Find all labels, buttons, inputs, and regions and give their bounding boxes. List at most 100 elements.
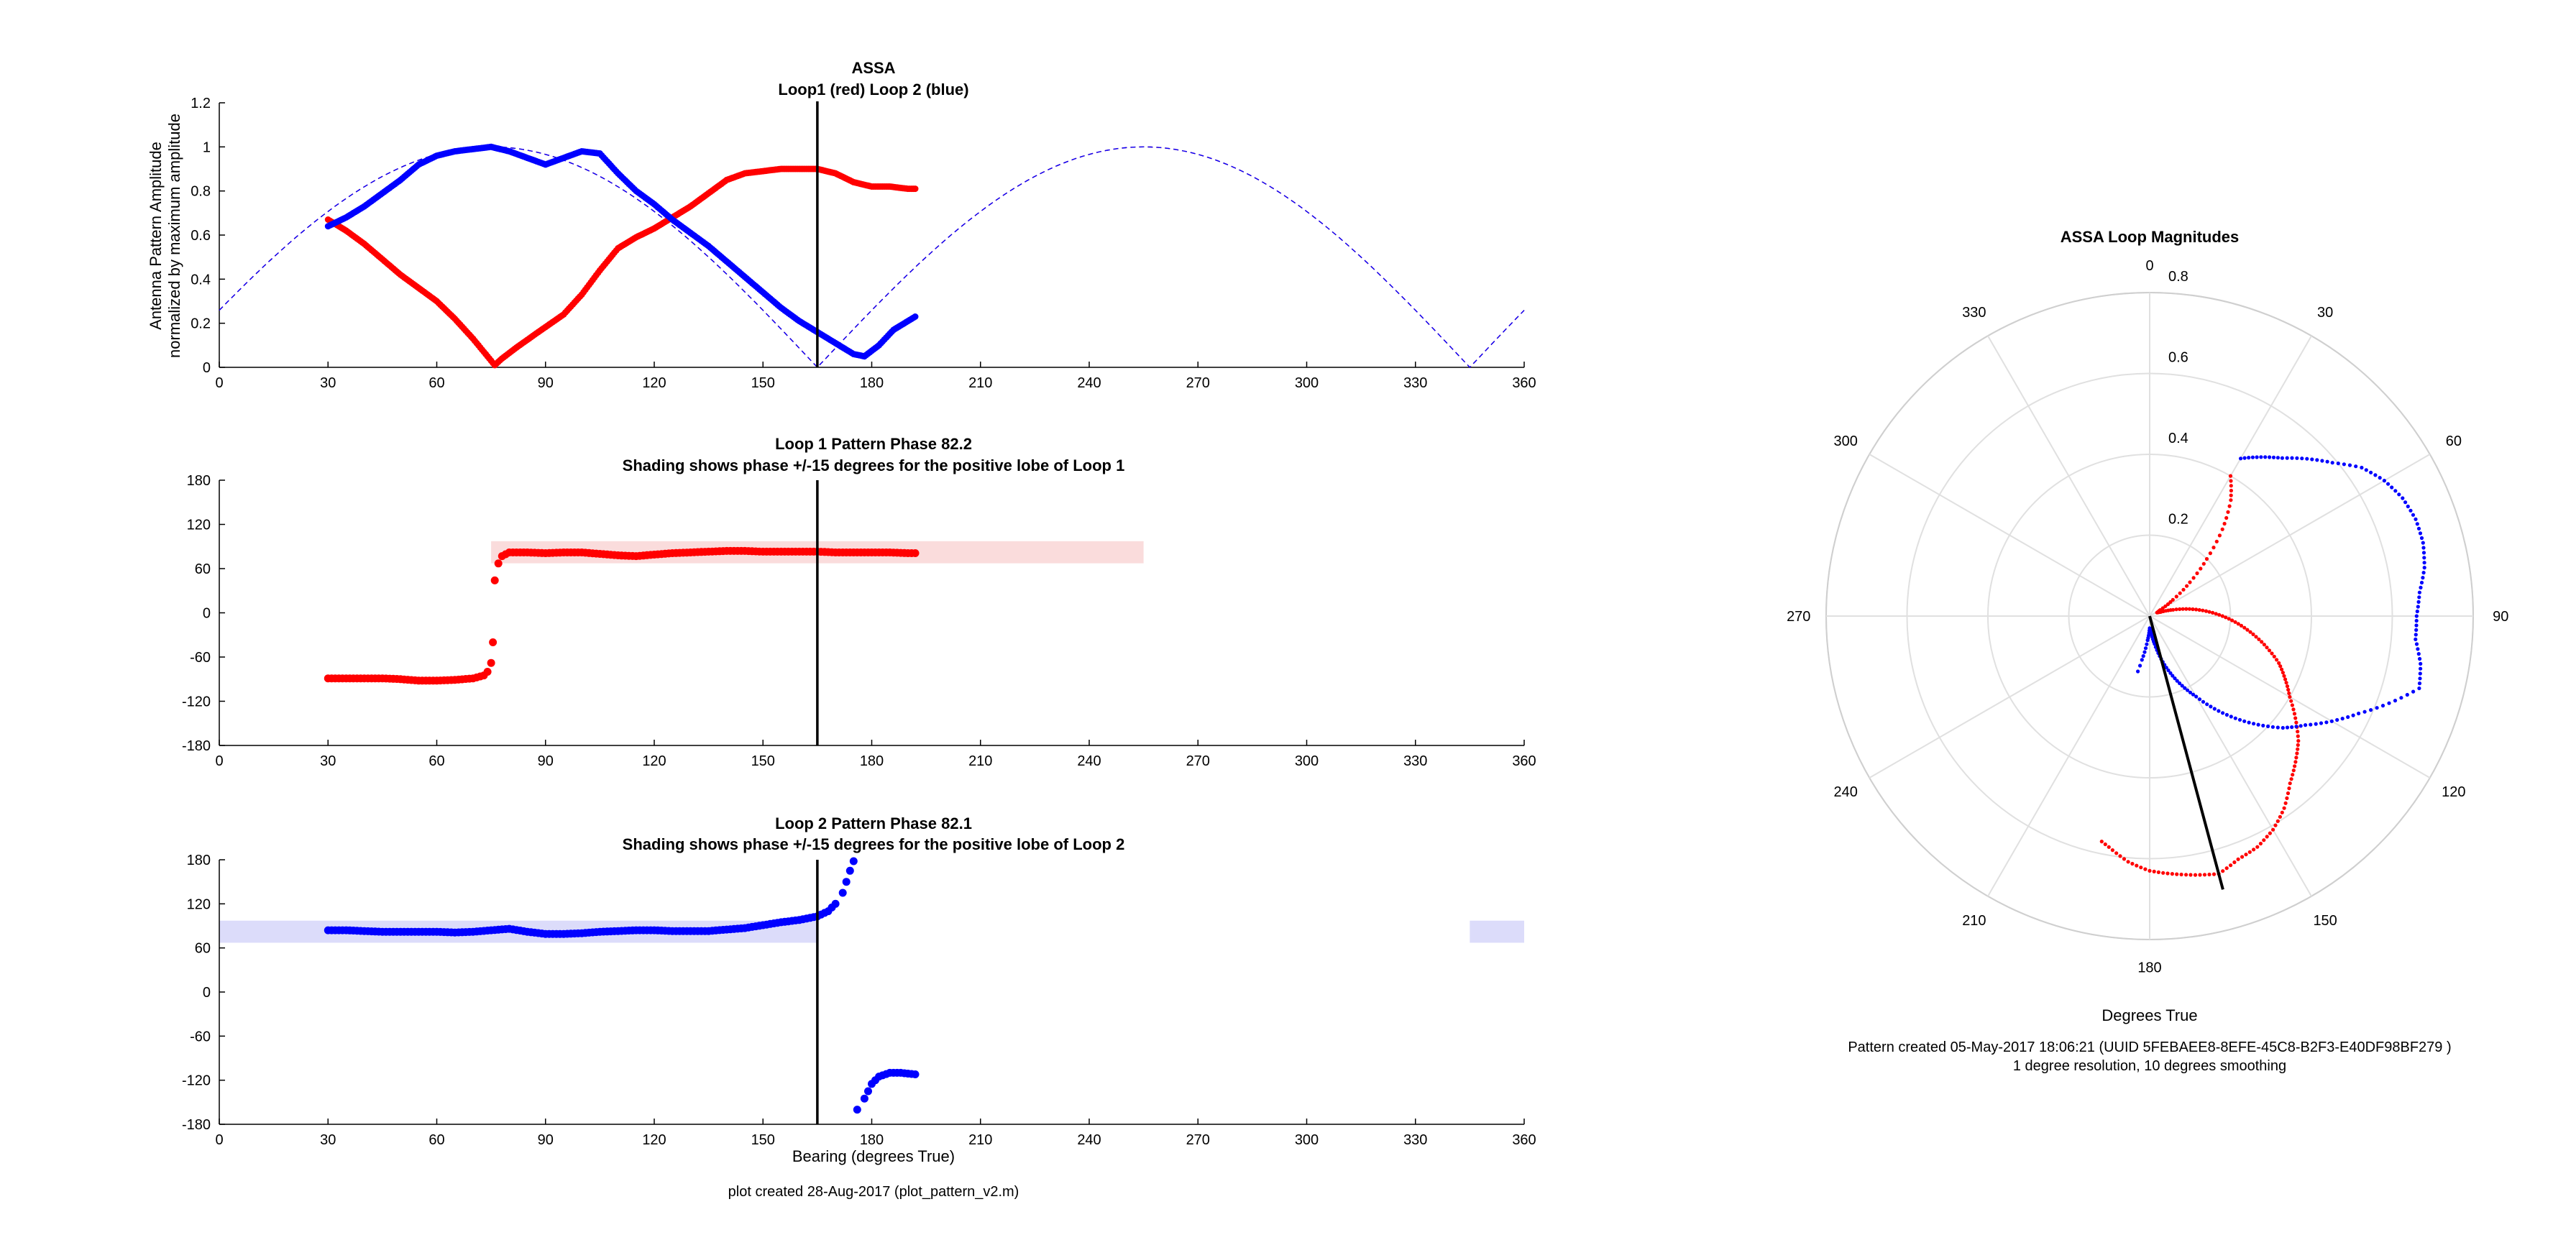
loop2-phase-chart: Loop 2 Pattern Phase 82.1 Shading shows … — [182, 814, 1536, 1165]
polar-data-point — [2378, 476, 2382, 480]
polar-data-point — [2382, 479, 2386, 483]
polar-data-point — [2194, 607, 2199, 612]
polar-data-point — [2265, 835, 2269, 839]
polar-data-point — [2143, 646, 2148, 651]
y-tick-label: 180 — [187, 853, 211, 868]
polar-data-point — [2114, 851, 2119, 855]
polar-data-point — [2204, 609, 2209, 613]
x-tick-label: 120 — [642, 375, 666, 391]
polar-data-point — [2197, 697, 2202, 702]
polar-data-point — [2165, 602, 2171, 607]
polar-data-point — [2288, 781, 2292, 786]
polar-data-point — [2179, 872, 2183, 877]
polar-data-point — [2224, 866, 2229, 871]
polar-data-point — [2296, 739, 2301, 743]
polar-data-point — [2181, 607, 2185, 611]
polar-data-point — [2418, 656, 2422, 661]
x-tick-label: 210 — [968, 1132, 992, 1148]
polar-data-point — [2295, 751, 2299, 756]
polar-angle-label: 60 — [2446, 433, 2462, 449]
polar-data-point — [2174, 594, 2178, 599]
x-tick-label: 330 — [1403, 1132, 1427, 1148]
x-tick-label: 0 — [215, 753, 223, 769]
polar-data-point — [2174, 607, 2178, 612]
polar-data-point — [2171, 607, 2176, 612]
polar-data-point — [2290, 456, 2294, 460]
polar-data-point — [2421, 576, 2425, 580]
polar-data-point — [2247, 456, 2251, 460]
x-tick-label: 270 — [1186, 753, 1210, 769]
y-tick-label: -60 — [190, 1029, 211, 1044]
polar-data-point — [2416, 605, 2420, 609]
polar-data-point — [2354, 464, 2358, 469]
polar-data-point — [2414, 628, 2419, 633]
polar-data-point — [2364, 468, 2368, 472]
polar-data-point — [2217, 709, 2221, 713]
polar-data-point — [2110, 848, 2114, 853]
polar-data-point — [2208, 551, 2212, 556]
polar-title: ASSA Loop Magnitudes — [2061, 228, 2240, 246]
y-tick-label: 180 — [187, 473, 211, 489]
polar-data-point — [2226, 510, 2230, 514]
polar-data-point — [2239, 623, 2244, 628]
polar-data-point — [2202, 873, 2207, 877]
polar-data-point — [2387, 701, 2391, 705]
y-tick-label: 60 — [195, 561, 211, 577]
polar-data-point — [2390, 485, 2394, 490]
y-tick-label: 0.4 — [191, 272, 211, 288]
polar-data-point — [2419, 666, 2423, 671]
polar-data-point — [2357, 711, 2361, 716]
polar-data-point — [2242, 719, 2247, 723]
polar-data-point — [2294, 720, 2298, 725]
polar-data-point — [2214, 612, 2218, 616]
y-tick-label: 0 — [203, 360, 211, 376]
x-tick-label: 270 — [1186, 1132, 1210, 1148]
y-tick-label: 120 — [187, 518, 211, 533]
polar-data-point — [2148, 868, 2152, 873]
polar-data-point — [2175, 679, 2179, 683]
polar-data-point — [2261, 723, 2265, 728]
resolution-note: 1 degree resolution, 10 degrees smoothin… — [2013, 1058, 2286, 1074]
polar-data-point — [2188, 690, 2193, 694]
x-tick-label: 60 — [428, 375, 444, 391]
amplitude-subtitle: Loop1 (red) Loop 2 (blue) — [778, 81, 968, 98]
polar-data-point — [2239, 456, 2243, 461]
y-tick-label: 0.2 — [191, 316, 211, 332]
y-tick-label: -60 — [190, 650, 211, 666]
polar-data-point — [2295, 456, 2299, 460]
ideal-pattern-curve — [219, 146, 1525, 369]
polar-data-point — [2416, 526, 2421, 531]
polar-data-point — [2291, 773, 2295, 777]
polar-angle-label: 330 — [1962, 305, 1986, 321]
polar-data-point — [2304, 723, 2308, 727]
polar-data-point — [2178, 591, 2182, 595]
polar-data-point — [2325, 459, 2329, 464]
y-tick-label: 0.8 — [191, 184, 211, 200]
polar-data-point — [2191, 576, 2196, 580]
polar-data-point — [2330, 461, 2334, 465]
polar-data-point — [2191, 607, 2195, 612]
polar-data-point — [2419, 580, 2424, 585]
polar-data-point — [2156, 870, 2160, 874]
x-tick-label: 30 — [320, 753, 336, 769]
x-tick-label: 180 — [860, 375, 884, 391]
polar-xlabel: Degrees True — [2101, 1006, 2197, 1024]
polar-data-point — [2236, 622, 2240, 626]
polar-data-point — [2118, 854, 2122, 858]
polar-angle-label: 150 — [2313, 913, 2337, 929]
polar-data-point — [2296, 734, 2300, 738]
x-tick-label: 300 — [1295, 375, 1319, 391]
polar-radius-label: 0.2 — [2168, 512, 2188, 528]
polar-data-point — [2204, 556, 2209, 561]
polar-data-point — [2265, 646, 2269, 650]
y-tick-label: -120 — [182, 1073, 211, 1089]
polar-data-point — [2414, 642, 2419, 646]
polar-data-point — [2314, 722, 2318, 726]
polar-data-point — [2229, 863, 2233, 868]
x-tick-label: 150 — [751, 1132, 775, 1148]
polar-data-point — [2164, 666, 2168, 670]
polar-data-point — [2242, 456, 2247, 460]
polar-data-point — [2173, 676, 2177, 681]
x-tick-label: 150 — [751, 375, 775, 391]
